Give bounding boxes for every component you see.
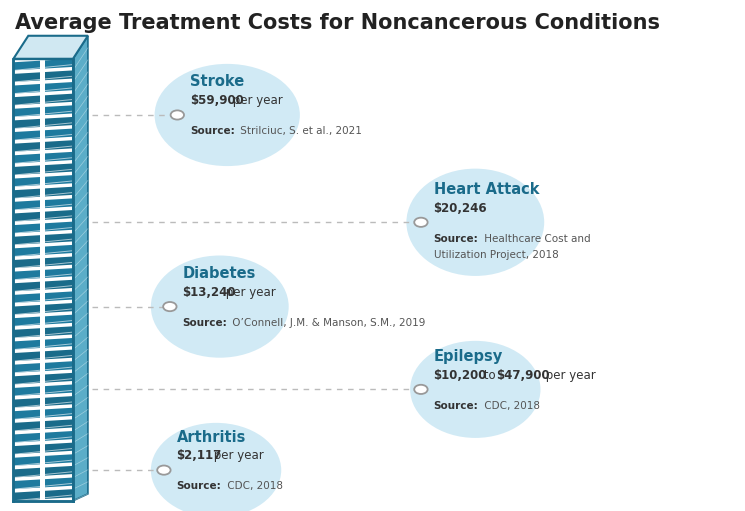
Polygon shape — [13, 408, 73, 420]
Ellipse shape — [150, 423, 281, 511]
Polygon shape — [13, 210, 73, 222]
Ellipse shape — [154, 64, 299, 166]
Polygon shape — [13, 175, 73, 187]
Polygon shape — [13, 373, 73, 384]
Polygon shape — [13, 59, 73, 501]
Text: Epilepsy: Epilepsy — [434, 349, 503, 364]
Polygon shape — [13, 233, 73, 245]
Text: Diabetes: Diabetes — [183, 266, 256, 281]
Text: $20,246: $20,246 — [434, 202, 487, 215]
Polygon shape — [13, 140, 73, 152]
Text: $47,900: $47,900 — [496, 369, 550, 382]
Text: Average Treatment Costs for Noncancerous Conditions: Average Treatment Costs for Noncancerous… — [15, 13, 660, 33]
Text: to: to — [480, 369, 499, 382]
Text: per year: per year — [229, 95, 283, 107]
Polygon shape — [13, 327, 73, 338]
Polygon shape — [13, 117, 73, 129]
Text: Source:: Source: — [177, 481, 221, 492]
Ellipse shape — [407, 169, 544, 276]
Polygon shape — [13, 36, 88, 59]
Text: $2,117: $2,117 — [177, 450, 222, 462]
Text: Strilciuc, S. et al., 2021: Strilciuc, S. et al., 2021 — [237, 126, 362, 136]
Polygon shape — [13, 396, 73, 408]
Text: $13,240: $13,240 — [183, 286, 236, 299]
Ellipse shape — [150, 256, 288, 358]
Polygon shape — [73, 36, 88, 501]
Polygon shape — [13, 477, 73, 489]
Polygon shape — [13, 129, 73, 140]
Text: Arthritis: Arthritis — [177, 430, 246, 445]
Polygon shape — [13, 105, 73, 117]
Text: Source:: Source: — [183, 318, 227, 328]
Circle shape — [157, 466, 171, 475]
Text: per year: per year — [222, 286, 276, 299]
Text: Source:: Source: — [434, 401, 478, 411]
Polygon shape — [13, 420, 73, 431]
Polygon shape — [13, 268, 73, 280]
Text: Utilization Project, 2018: Utilization Project, 2018 — [434, 250, 558, 260]
Polygon shape — [13, 152, 73, 164]
Polygon shape — [13, 489, 73, 501]
Text: $59,900: $59,900 — [190, 95, 244, 107]
Text: Healthcare Cost and: Healthcare Cost and — [481, 234, 590, 244]
Polygon shape — [13, 350, 73, 361]
Polygon shape — [13, 82, 73, 94]
Polygon shape — [13, 361, 73, 373]
Circle shape — [414, 218, 428, 227]
Text: CDC, 2018: CDC, 2018 — [224, 481, 282, 492]
Circle shape — [414, 385, 428, 394]
Polygon shape — [13, 187, 73, 198]
Circle shape — [163, 302, 177, 311]
Polygon shape — [13, 338, 73, 350]
Polygon shape — [13, 443, 73, 454]
Polygon shape — [13, 245, 73, 257]
Polygon shape — [13, 280, 73, 291]
Text: $10,200: $10,200 — [434, 369, 487, 382]
Polygon shape — [13, 315, 73, 327]
Polygon shape — [13, 291, 73, 303]
Polygon shape — [13, 431, 73, 443]
Polygon shape — [13, 71, 73, 82]
Polygon shape — [13, 384, 73, 396]
Circle shape — [171, 110, 184, 120]
Text: per year: per year — [542, 369, 596, 382]
Polygon shape — [13, 198, 73, 210]
Text: CDC, 2018: CDC, 2018 — [481, 401, 539, 411]
Text: O’Connell, J.M. & Manson, S.M., 2019: O’Connell, J.M. & Manson, S.M., 2019 — [229, 318, 426, 328]
Polygon shape — [13, 94, 73, 105]
Text: Source:: Source: — [190, 126, 235, 136]
Polygon shape — [13, 466, 73, 477]
Polygon shape — [13, 257, 73, 268]
Ellipse shape — [410, 341, 540, 438]
Polygon shape — [13, 59, 73, 71]
Polygon shape — [13, 303, 73, 315]
Polygon shape — [13, 222, 73, 233]
Text: per year: per year — [210, 450, 264, 462]
Text: Source:: Source: — [434, 234, 478, 244]
Text: Heart Attack: Heart Attack — [434, 182, 539, 197]
Polygon shape — [40, 59, 45, 501]
Text: Stroke: Stroke — [190, 75, 244, 89]
Polygon shape — [13, 164, 73, 175]
Polygon shape — [13, 454, 73, 466]
